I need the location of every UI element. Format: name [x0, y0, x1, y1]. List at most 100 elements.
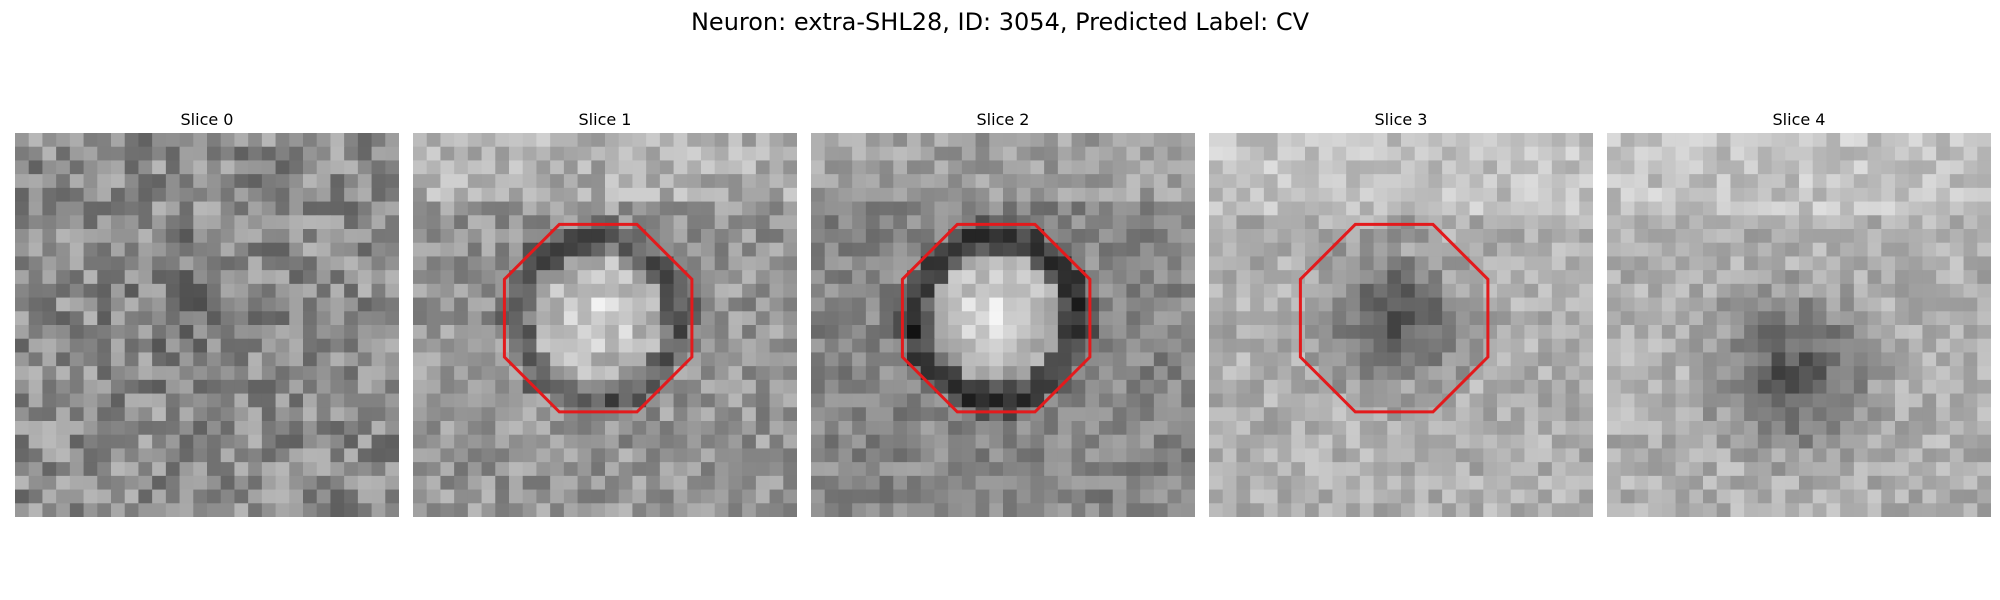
- pixel: [852, 352, 867, 367]
- pixel: [1977, 338, 1991, 353]
- pixel: [975, 421, 990, 436]
- pixel: [1620, 421, 1635, 436]
- pixel: [701, 503, 716, 517]
- pixel: [69, 434, 85, 449]
- pixel: [440, 229, 455, 244]
- pixel: [865, 229, 881, 244]
- pixel: [248, 366, 263, 381]
- pixel: [577, 462, 592, 477]
- pixel: [755, 187, 771, 203]
- pixel: [783, 174, 797, 189]
- pixel: [1716, 503, 1731, 517]
- pixel: [907, 338, 922, 353]
- pixel: [1757, 133, 1773, 148]
- pixel: [220, 379, 235, 395]
- pixel: [687, 229, 702, 244]
- pixel: [1895, 242, 1910, 257]
- pixel: [975, 503, 990, 517]
- pixel: [1675, 174, 1690, 189]
- pixel: [495, 448, 510, 463]
- pixel: [1428, 146, 1443, 161]
- pixel: [1895, 352, 1910, 367]
- pixel: [316, 256, 331, 271]
- pixel: [1016, 160, 1031, 175]
- pixel: [1483, 379, 1498, 395]
- pixel: [1236, 325, 1251, 340]
- pixel: [138, 146, 153, 161]
- pixel: [248, 229, 263, 244]
- pixel: [220, 489, 235, 504]
- pixel: [1703, 133, 1718, 148]
- pixel: [193, 297, 208, 312]
- pixel: [1428, 325, 1443, 340]
- pixel: [357, 434, 373, 449]
- pixel: [1401, 133, 1416, 148]
- pixel: [15, 489, 30, 504]
- pixel: [577, 311, 592, 326]
- pixel: [1675, 489, 1690, 504]
- pixel: [1030, 489, 1045, 504]
- pixel: [1565, 366, 1580, 381]
- pixel: [1346, 325, 1361, 340]
- pixel: [15, 393, 30, 408]
- pixel: [124, 297, 139, 312]
- pixel: [1428, 270, 1443, 285]
- pixel: [15, 297, 30, 312]
- pixel: [385, 146, 399, 161]
- pixel: [1785, 489, 1800, 504]
- pixel: [1744, 201, 1759, 216]
- pixel: [1112, 475, 1127, 491]
- pixel: [824, 462, 839, 477]
- pixel: [728, 311, 743, 326]
- pixel: [1922, 146, 1937, 161]
- pixel: [1607, 133, 1622, 148]
- pixel: [1016, 352, 1031, 367]
- pixel: [111, 421, 126, 436]
- pixel: [1771, 462, 1786, 477]
- pixel: [495, 421, 510, 436]
- pixel: [1428, 338, 1443, 353]
- pixel: [481, 215, 496, 230]
- pixel: [605, 462, 620, 477]
- pixel: [659, 270, 675, 285]
- pixel: [152, 229, 167, 244]
- pixel: [385, 434, 399, 449]
- pixel: [605, 174, 620, 189]
- pixel: [1977, 160, 1991, 175]
- pixel: [1442, 489, 1457, 504]
- pixel: [783, 379, 797, 395]
- pixel: [207, 393, 222, 408]
- pixel: [1291, 393, 1306, 408]
- pixel: [714, 311, 729, 326]
- pixel: [783, 393, 797, 408]
- pixel: [687, 174, 702, 189]
- pixel: [1963, 421, 1978, 436]
- pixel: [687, 366, 702, 381]
- pixel: [1510, 242, 1525, 257]
- pixel: [1140, 393, 1155, 408]
- pixel: [1908, 393, 1923, 408]
- pixel: [220, 393, 235, 408]
- pixel: [1414, 379, 1429, 395]
- pixel: [646, 270, 661, 285]
- pixel: [15, 462, 30, 477]
- pixel: [344, 270, 359, 285]
- pixel: [1538, 475, 1553, 491]
- pixel: [920, 352, 935, 367]
- pixel: [124, 229, 139, 244]
- pixel: [1716, 325, 1731, 340]
- pixel: [865, 448, 881, 463]
- pixel: [550, 352, 565, 367]
- pixel: [261, 187, 277, 203]
- pixel: [975, 160, 990, 175]
- pixel: [1140, 270, 1155, 285]
- pixel: [1442, 325, 1457, 340]
- pixel: [1799, 146, 1814, 161]
- pixel: [755, 229, 771, 244]
- pixel: [934, 503, 949, 517]
- pixel: [1497, 489, 1512, 504]
- pixel: [618, 242, 633, 257]
- pixel: [1250, 201, 1265, 216]
- pixel: [811, 503, 826, 517]
- pixel: [824, 283, 839, 299]
